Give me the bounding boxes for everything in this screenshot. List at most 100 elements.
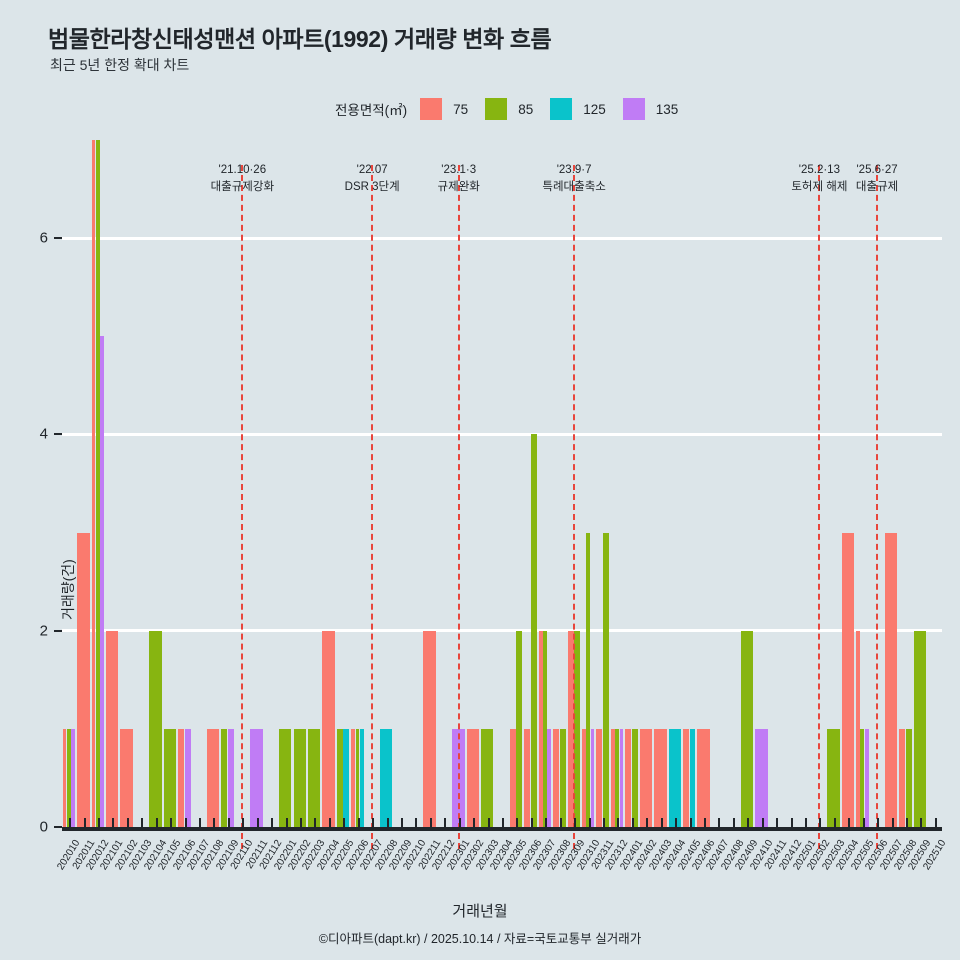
bar-202308-85[interactable] [559,728,566,827]
bar-202404-125[interactable] [668,728,681,827]
legend-label-85: 85 [518,101,534,117]
gridline-2 [62,629,942,633]
bar-202309-85[interactable] [574,630,581,827]
bar-202410-135[interactable] [755,728,768,827]
bar-202505-75[interactable] [856,630,860,827]
bar-202307-75[interactable] [538,630,543,827]
credit-text: ©디아파트(dapt.kr) / 2025.10.14 / 자료=국토교통부 실… [318,932,642,946]
bar-202505-85[interactable] [860,728,865,827]
bar-202203-85[interactable] [307,728,321,827]
bar-202111-135[interactable] [250,728,263,827]
bar-202211-75[interactable] [423,630,436,827]
bar-202012-135[interactable] [100,336,104,827]
legend-item-75[interactable]: 75 [420,98,485,120]
y-tick-mark-0 [54,826,62,828]
bar-202508-85[interactable] [905,728,912,827]
bar-202310-85[interactable] [586,532,591,827]
x-tick-202403 [660,818,663,831]
legend-swatch-75 [420,98,443,120]
bar-202406-75[interactable] [697,728,710,827]
bar-202505-135[interactable] [864,728,869,827]
event-label-202506: '25.6·27 대출규제 [856,162,898,195]
x-tick-202203 [314,818,317,831]
x-tick-202102 [126,818,129,831]
bar-202205-125[interactable] [343,728,350,827]
bar-202109-135[interactable] [227,728,234,827]
bar-202405-75[interactable] [683,728,689,827]
bar-202309-75[interactable] [567,630,574,827]
y-tick-label-4: 4 [39,425,48,443]
bar-202201-85[interactable] [279,728,292,827]
bar-202503-85[interactable] [827,728,840,827]
bar-202010-75[interactable] [62,728,67,827]
y-tick-mark-6 [54,237,62,240]
y-axis-title: 거래량(건) [60,559,76,620]
bar-202401-75[interactable] [625,728,632,827]
bar-202204-75[interactable] [322,630,335,827]
x-tick-202303 [487,818,490,831]
bar-202106-75[interactable] [178,728,185,827]
bar-202402-75[interactable] [639,728,653,827]
event-name-202502: 토허제 해제 [791,180,848,193]
bar-202401-85[interactable] [631,728,638,827]
bar-202312-85[interactable] [615,728,619,827]
bar-202405-125[interactable] [689,728,696,827]
bar-202307-85[interactable] [543,630,547,827]
bar-202504-75[interactable] [841,532,855,827]
legend-item-125[interactable]: 125 [550,98,623,120]
bar-202011-75[interactable] [77,532,90,827]
bar-202509-85[interactable] [913,630,927,827]
bar-202012-85[interactable] [95,140,100,827]
bar-202306-75[interactable] [524,728,531,827]
bar-202307-135[interactable] [547,728,552,827]
bar-202101-75[interactable] [106,630,119,827]
legend-item-85[interactable]: 85 [485,98,550,120]
bar-202108-75[interactable] [206,728,220,827]
bar-202102-75[interactable] [120,728,133,827]
bar-202308-75[interactable] [553,728,560,827]
bar-202305-75[interactable] [509,728,516,827]
bar-202205-85[interactable] [336,728,343,827]
bar-202109-85[interactable] [221,728,228,827]
bar-202206-125[interactable] [359,728,364,827]
bar-202105-85[interactable] [163,728,177,827]
bar-202403-75[interactable] [654,728,667,827]
event-label-202301: '23.1·3 규제완화 [438,162,480,195]
x-tick-202101 [112,818,115,831]
bar-202310-75[interactable] [582,728,586,827]
bar-202310-135[interactable] [590,728,595,827]
y-tick-mark-4 [54,433,62,436]
bar-202305-85[interactable] [516,630,523,827]
bar-202409-85[interactable] [740,630,754,827]
bar-202311-85[interactable] [602,532,609,827]
bar-202507-75[interactable] [885,532,898,827]
bar-202312-135[interactable] [619,728,624,827]
bar-202106-135[interactable] [184,728,191,827]
bar-202312-75[interactable] [610,728,615,827]
bar-202010-85[interactable] [67,728,71,827]
x-tick-202201 [285,818,288,831]
x-tick-202306 [530,818,533,831]
bars-layer [62,140,942,827]
x-tick-202404 [675,818,678,831]
bar-202104-85[interactable] [149,630,162,827]
event-line-202207 [371,165,374,849]
bar-202206-75[interactable] [351,728,355,827]
bar-202311-75[interactable] [596,728,603,827]
x-tick-202104 [155,818,158,831]
bar-202202-85[interactable] [293,728,306,827]
legend-item-135[interactable]: 135 [622,98,696,120]
bar-202010-135[interactable] [71,728,76,827]
x-tick-202506 [877,818,880,831]
x-tick-202202 [300,818,303,831]
page-title: 범물한라창신태성맨션 아파트(1992) 거래량 변화 흐름 [48,26,552,52]
x-tick-202112 [271,818,274,831]
event-label-202502: '25.2·13 토허제 해제 [791,162,847,195]
bar-202303-85[interactable] [481,728,494,827]
bar-202206-85[interactable] [355,728,360,827]
bar-202306-85[interactable] [530,434,537,827]
bar-202012-75[interactable] [91,140,96,827]
bar-202302-75[interactable] [466,728,480,827]
bar-202208-125[interactable] [380,728,393,827]
bar-202508-75[interactable] [899,728,906,827]
